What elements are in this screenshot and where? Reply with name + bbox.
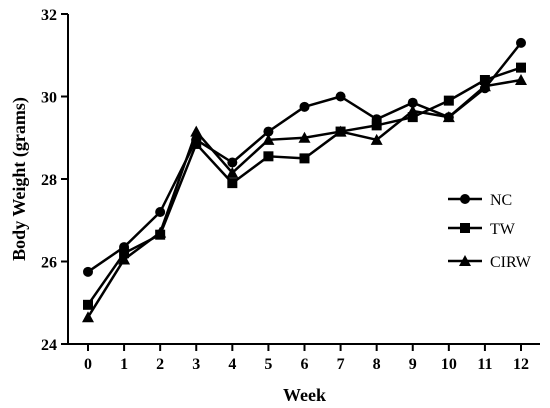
data-point-cirw <box>154 226 167 238</box>
legend-item-nc: NC <box>448 192 512 209</box>
data-point-nc <box>155 207 166 217</box>
legend-label-cirw: CIRW <box>490 254 532 271</box>
data-point-cirw <box>370 133 383 145</box>
x-tick-label: 0 <box>84 356 92 373</box>
data-point-cirw <box>515 74 527 85</box>
y-tick-label: 30 <box>41 90 57 107</box>
data-point-tw <box>443 95 454 106</box>
x-tick-label: 1 <box>120 356 128 373</box>
series-group <box>82 37 527 323</box>
data-point-nc <box>299 101 310 112</box>
legend-marker-cirw <box>459 255 471 266</box>
data-point-tw <box>119 248 130 259</box>
data-point-cirw <box>478 80 491 92</box>
data-point-tw <box>479 75 490 85</box>
data-point-cirw <box>298 131 311 143</box>
y-axis-ticks: 24 26 28 30 32 <box>41 7 68 354</box>
series-cirw <box>82 74 527 323</box>
y-tick-label: 26 <box>41 255 57 272</box>
x-tick-label: 10 <box>441 356 457 373</box>
data-point-cirw <box>118 253 131 265</box>
data-point-tw <box>191 138 202 149</box>
x-tick-label: 12 <box>513 356 529 373</box>
x-tick-label: 3 <box>192 356 200 373</box>
legend-marker-tw <box>460 223 470 233</box>
data-point-nc <box>83 266 93 277</box>
data-point-cirw <box>262 133 275 145</box>
data-point-tw <box>407 112 418 123</box>
x-axis-title: Week <box>283 385 326 405</box>
x-tick-label: 4 <box>228 356 236 373</box>
x-tick-label: 7 <box>337 356 345 373</box>
data-point-nc <box>407 97 418 108</box>
x-axis-ticks: 0 1 2 3 4 5 6 7 8 9 10 11 12 <box>84 344 529 373</box>
axes <box>67 14 540 345</box>
data-point-cirw <box>226 166 239 178</box>
data-point-nc <box>263 126 274 137</box>
data-point-tw <box>263 151 274 162</box>
y-tick-label: 32 <box>41 7 57 24</box>
data-point-tw <box>227 178 238 189</box>
x-tick-label: 2 <box>156 356 164 373</box>
data-point-tw <box>371 120 382 131</box>
data-point-cirw <box>442 111 455 123</box>
y-axis-title: Body Weight (grams) <box>9 97 30 261</box>
data-point-cirw <box>334 125 347 137</box>
x-tick-label: 8 <box>373 356 381 373</box>
legend-marker-nc <box>460 194 470 204</box>
legend-item-cirw: CIRW <box>448 254 532 271</box>
data-point-tw <box>516 62 526 73</box>
y-tick-label: 24 <box>41 337 57 354</box>
x-tick-label: 9 <box>409 356 417 373</box>
data-point-cirw <box>190 125 203 137</box>
series-tw <box>83 62 526 310</box>
y-tick-label: 28 <box>41 172 57 189</box>
x-tick-label: 11 <box>477 356 492 373</box>
x-tick-label: 5 <box>264 356 272 373</box>
data-point-nc <box>335 91 346 102</box>
data-point-cirw <box>406 104 419 116</box>
data-point-tw <box>83 299 93 310</box>
legend: NC TW CIRW <box>448 192 532 271</box>
data-point-tw <box>299 153 310 164</box>
legend-item-tw: TW <box>448 221 516 238</box>
data-point-cirw <box>82 311 94 323</box>
data-point-nc <box>227 157 238 168</box>
x-tick-label: 6 <box>301 356 309 373</box>
legend-label-nc: NC <box>490 192 512 209</box>
data-point-nc <box>516 37 526 48</box>
legend-label-tw: TW <box>490 221 516 238</box>
